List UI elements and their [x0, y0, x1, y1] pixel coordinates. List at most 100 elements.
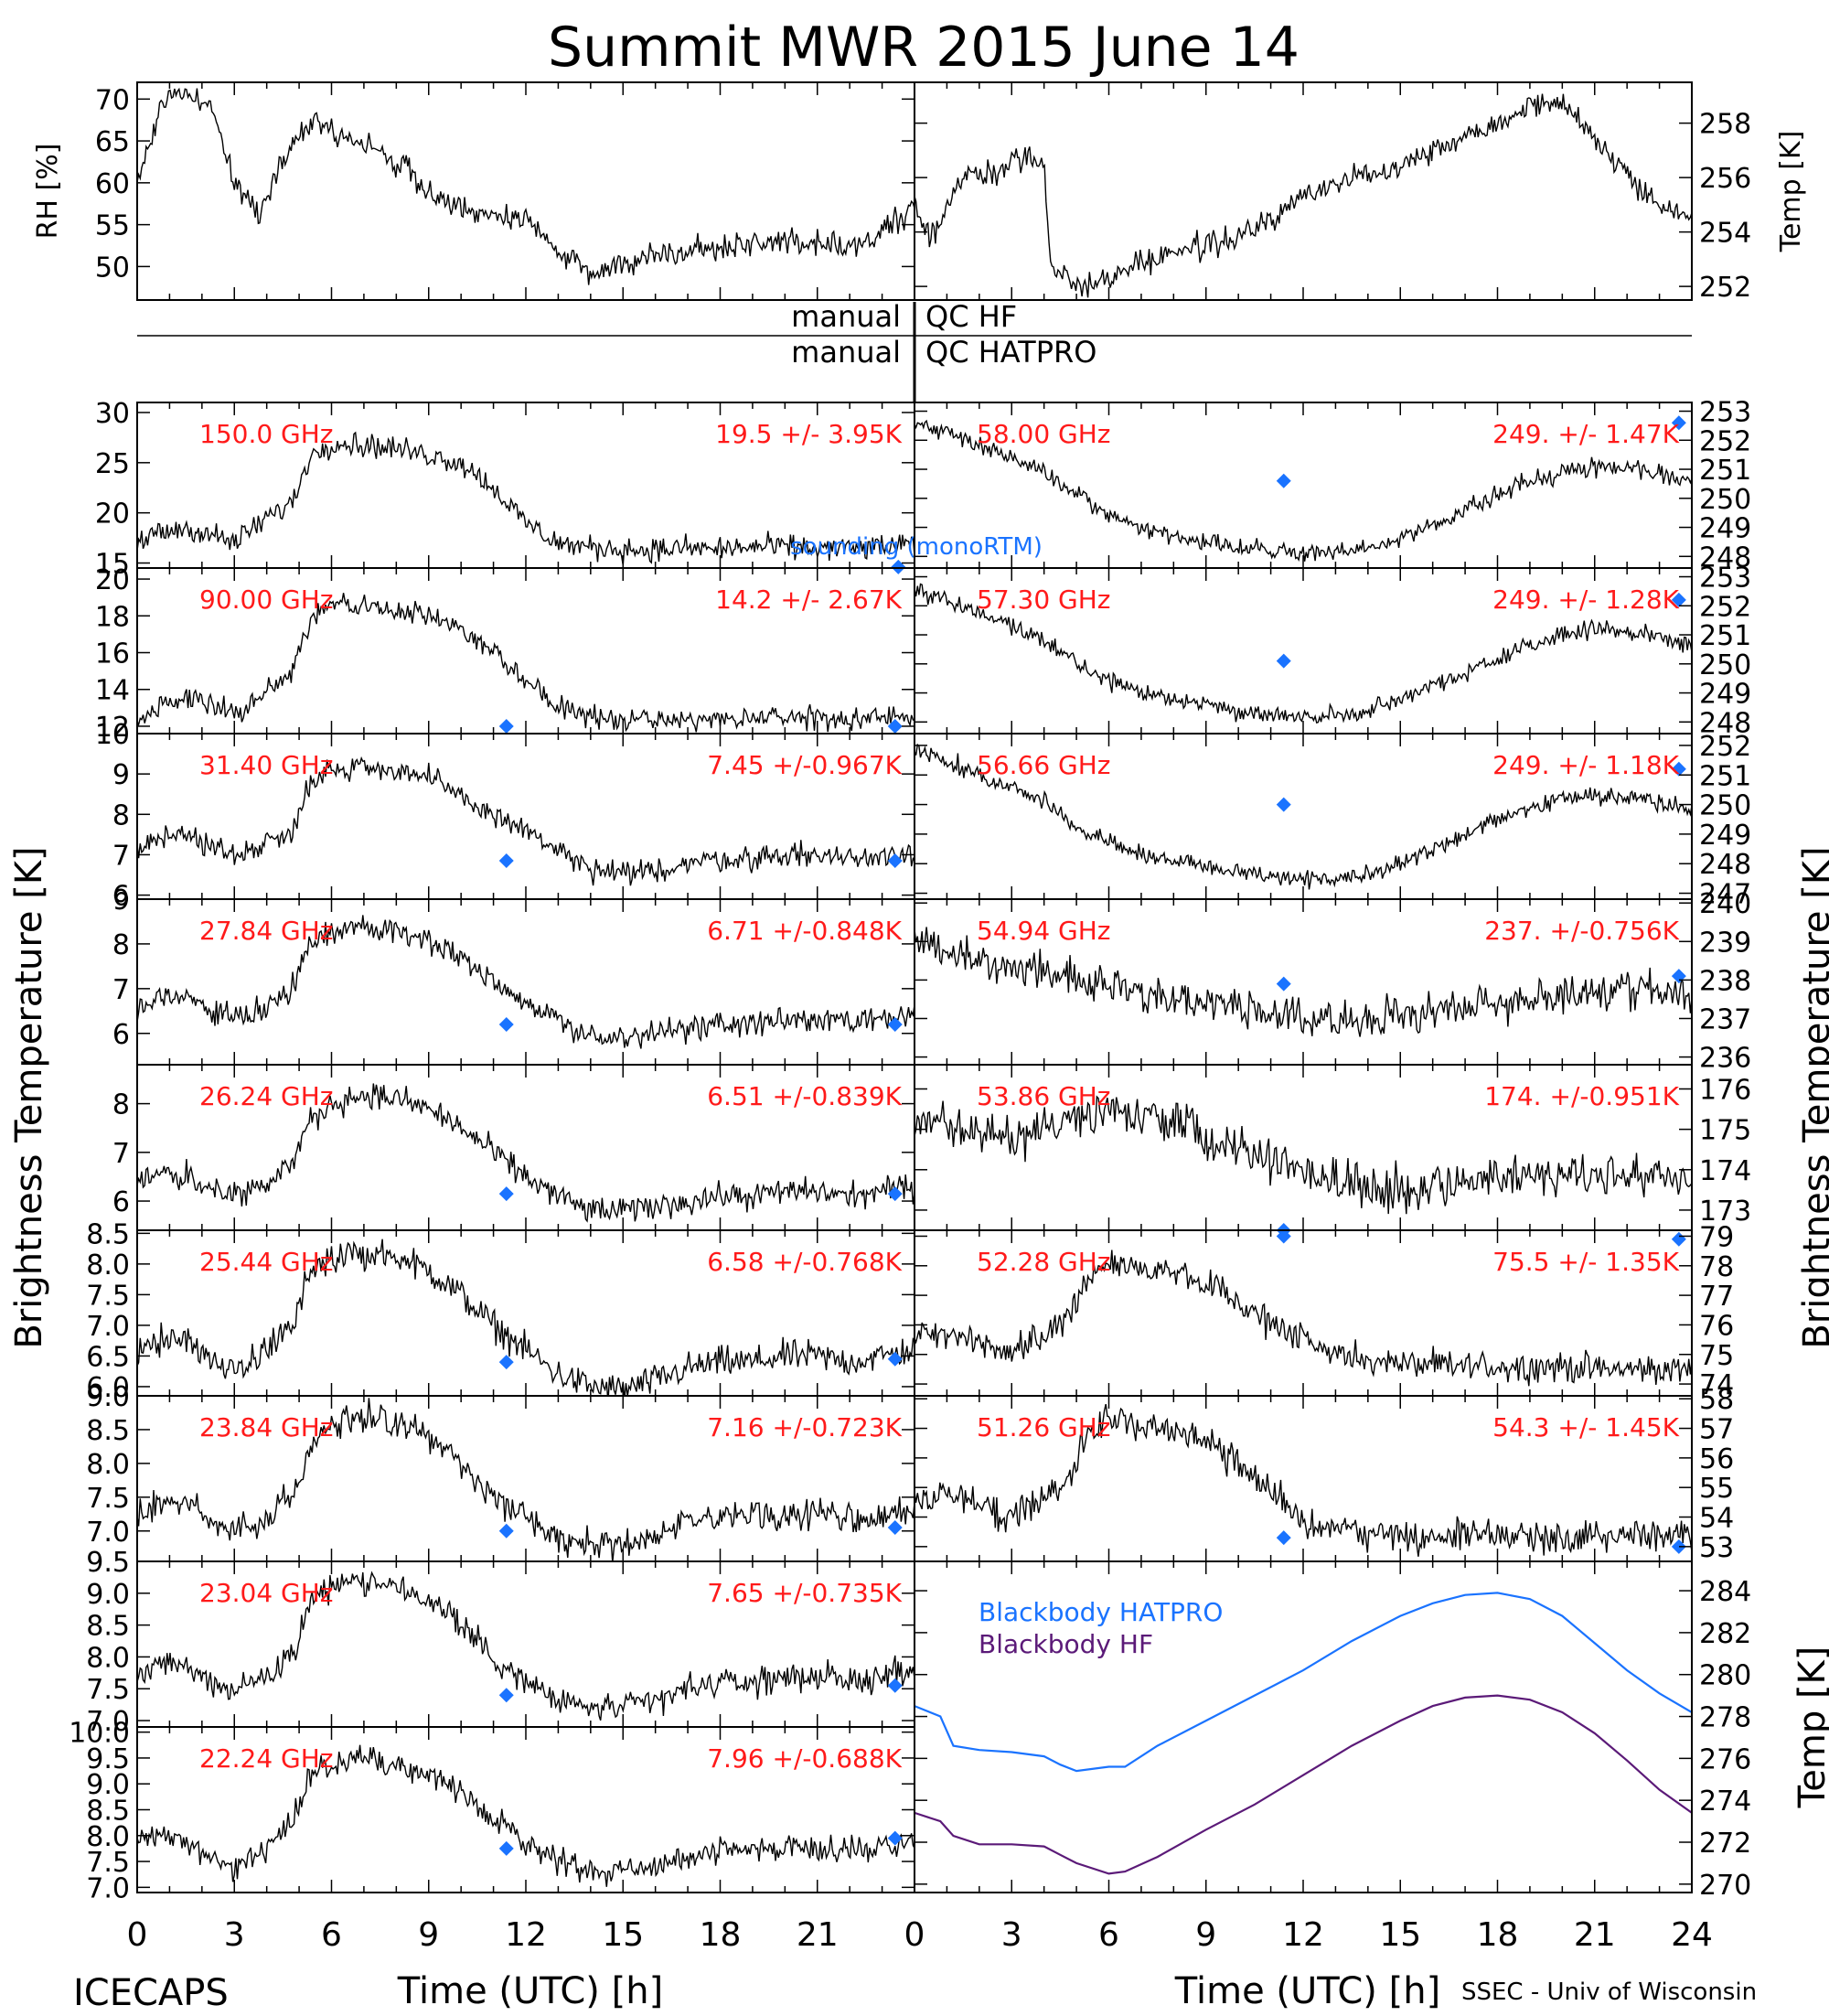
x-axis-label-right: Time (UTC) [h] — [1174, 1970, 1440, 2012]
sounding-point — [1671, 761, 1686, 777]
stat-label: 249. +/- 1.47K — [1492, 419, 1679, 449]
y-tick-label: 256 — [1699, 163, 1751, 195]
x-tick-label: 18 — [700, 1916, 742, 1954]
y-tick-label: 9 — [112, 759, 130, 791]
y-tick-label: 16 — [95, 638, 130, 670]
frequency-label: 57.30 GHz — [977, 584, 1111, 615]
panel-l27: 6 7 8 9 27.84 GHz 6.71 +/-0.848K — [112, 885, 915, 1066]
sounding-point — [1276, 1530, 1291, 1546]
y-tick-label: 272 — [1699, 1828, 1751, 1860]
frequency-label: 54.94 GHz — [977, 916, 1111, 946]
qc-hatpro-left: manual — [791, 335, 901, 370]
sounding-point — [1276, 653, 1291, 669]
y-tick-label: 8 — [112, 799, 130, 831]
y-tick-label: 9.0 — [86, 1381, 130, 1413]
qc-hf-left: manual — [791, 299, 901, 334]
y-tick-label: 252 — [1699, 425, 1751, 457]
x-tick-label: 6 — [321, 1916, 342, 1954]
trace-r56 — [914, 743, 1692, 890]
x-tick-label: 9 — [1195, 1916, 1216, 1954]
sounding-point — [887, 1186, 903, 1202]
y-tick-label: 176 — [1699, 1074, 1751, 1106]
y-tick-label: 77 — [1699, 1281, 1734, 1313]
y-tick-label: 79 — [1699, 1221, 1734, 1253]
y-tick-label: 253 — [1699, 397, 1751, 429]
frequency-label: 51.26 GHz — [977, 1412, 1111, 1442]
trace-l26 — [137, 1083, 914, 1223]
stat-label: 6.51 +/-0.839K — [707, 1081, 902, 1111]
stat-label: 7.16 +/-0.723K — [707, 1412, 902, 1442]
frequency-label: 22.24 GHz — [199, 1743, 334, 1774]
stat-label: 54.3 +/- 1.45K — [1492, 1412, 1679, 1442]
panel-l23a: 7.07.58.08.59.09.5 23.04 GHz 7.65 +/-0.735… — [86, 1547, 915, 1738]
sounding-point — [887, 1351, 903, 1367]
x-axis-label-left: Time (UTC) [h] — [397, 1970, 663, 2012]
y-tick-label: 6 — [112, 1186, 130, 1218]
sounding-point — [498, 1016, 514, 1032]
trace-r51 — [914, 1403, 1692, 1557]
sounding-point — [887, 1830, 903, 1846]
y-tick-label: 249 — [1699, 513, 1751, 545]
legend-hf: Blackbody HF — [979, 1629, 1153, 1659]
y-tick-label: 282 — [1699, 1618, 1751, 1650]
y-tick-label: 12 — [95, 712, 130, 744]
panel-l23b: 7.07.58.08.59.0 23.84 GHz 7.16 +/-0.723K — [86, 1381, 915, 1562]
sounding-point — [1671, 592, 1686, 607]
y-tick-label: 8.5 — [86, 1611, 130, 1643]
y-tick-label: 75 — [1699, 1340, 1734, 1372]
frequency-label: 58.00 GHz — [977, 419, 1111, 449]
trace-l22 — [137, 1744, 914, 1887]
y-tick-label: 25 — [95, 448, 130, 480]
y-tick-label: 251 — [1699, 455, 1751, 487]
y-tick-label: 9 — [112, 885, 130, 917]
sounding-point — [498, 1355, 514, 1370]
trace-r57 — [914, 583, 1692, 724]
panel-temp: 252 254 256 258 Temp [K] — [914, 81, 1807, 304]
frequency-label: 150.0 GHz — [199, 419, 334, 449]
y-tick-label: 10 — [95, 719, 130, 751]
frequency-label: 90.00 GHz — [199, 584, 334, 615]
frequency-label: 53.86 GHz — [977, 1081, 1111, 1111]
y-tick-label: 55 — [95, 210, 130, 242]
y-tick-label: 252 — [1699, 731, 1751, 763]
x-tick-label: 21 — [797, 1916, 839, 1954]
y-tick-label: 173 — [1699, 1196, 1751, 1228]
y-tick-label: 274 — [1699, 1785, 1751, 1818]
x-tick-label: 3 — [1001, 1916, 1022, 1954]
stat-label: 237. +/-0.756K — [1484, 916, 1679, 946]
y-tick-label: 251 — [1699, 620, 1751, 652]
y-tick-label: 9.0 — [86, 1579, 130, 1611]
qc-hf-right: QC HF — [925, 299, 1017, 334]
panel-l26: 6 7 8 26.24 GHz 6.51 +/-0.839K — [112, 1064, 915, 1231]
y-tick-label: 76 — [1699, 1310, 1734, 1342]
ssec-label: SSEC - Univ of Wisconsin — [1461, 1978, 1757, 2006]
y-tick-label: 30 — [95, 398, 130, 430]
y-tick-label: 7.0 — [86, 1311, 130, 1343]
sounding-point — [891, 559, 906, 574]
qc-bars: manual QC HF manual QC HATPRO — [137, 299, 1692, 402]
y-tick-label: 58 — [1699, 1384, 1734, 1416]
sounding-point — [498, 1688, 514, 1703]
panel-l90: 12 14 16 18 20 90.00 GHz 14.2 +/- 2.67K — [95, 564, 915, 744]
left-y-axis-label: Brightness Temperature [K] — [8, 846, 50, 1348]
figure-title: Summit MWR 2015 June 14 — [548, 16, 1300, 80]
stat-label: 249. +/- 1.28K — [1492, 584, 1679, 615]
y-tick-label: 8.0 — [86, 1249, 130, 1281]
y-tick-label: 250 — [1699, 649, 1751, 681]
series-hatpro-line — [914, 1592, 1692, 1773]
y-tick-label: 57 — [1699, 1414, 1734, 1446]
stat-label: 6.71 +/-0.848K — [707, 916, 902, 946]
y-tick-label: 278 — [1699, 1702, 1751, 1734]
y-tick-label: 249 — [1699, 679, 1751, 711]
y-tick-label: 7.5 — [86, 1483, 130, 1515]
frequency-label: 31.40 GHz — [199, 750, 334, 780]
y-tick-label: 280 — [1699, 1660, 1751, 1692]
trace-r54 — [914, 927, 1692, 1037]
frequency-label: 27.84 GHz — [199, 916, 334, 946]
y-tick-label: 6 — [112, 881, 130, 913]
x-tick-label: 12 — [505, 1916, 547, 1954]
y-tick-label: 14 — [95, 675, 130, 707]
y-tick-label: 7 — [112, 974, 130, 1006]
